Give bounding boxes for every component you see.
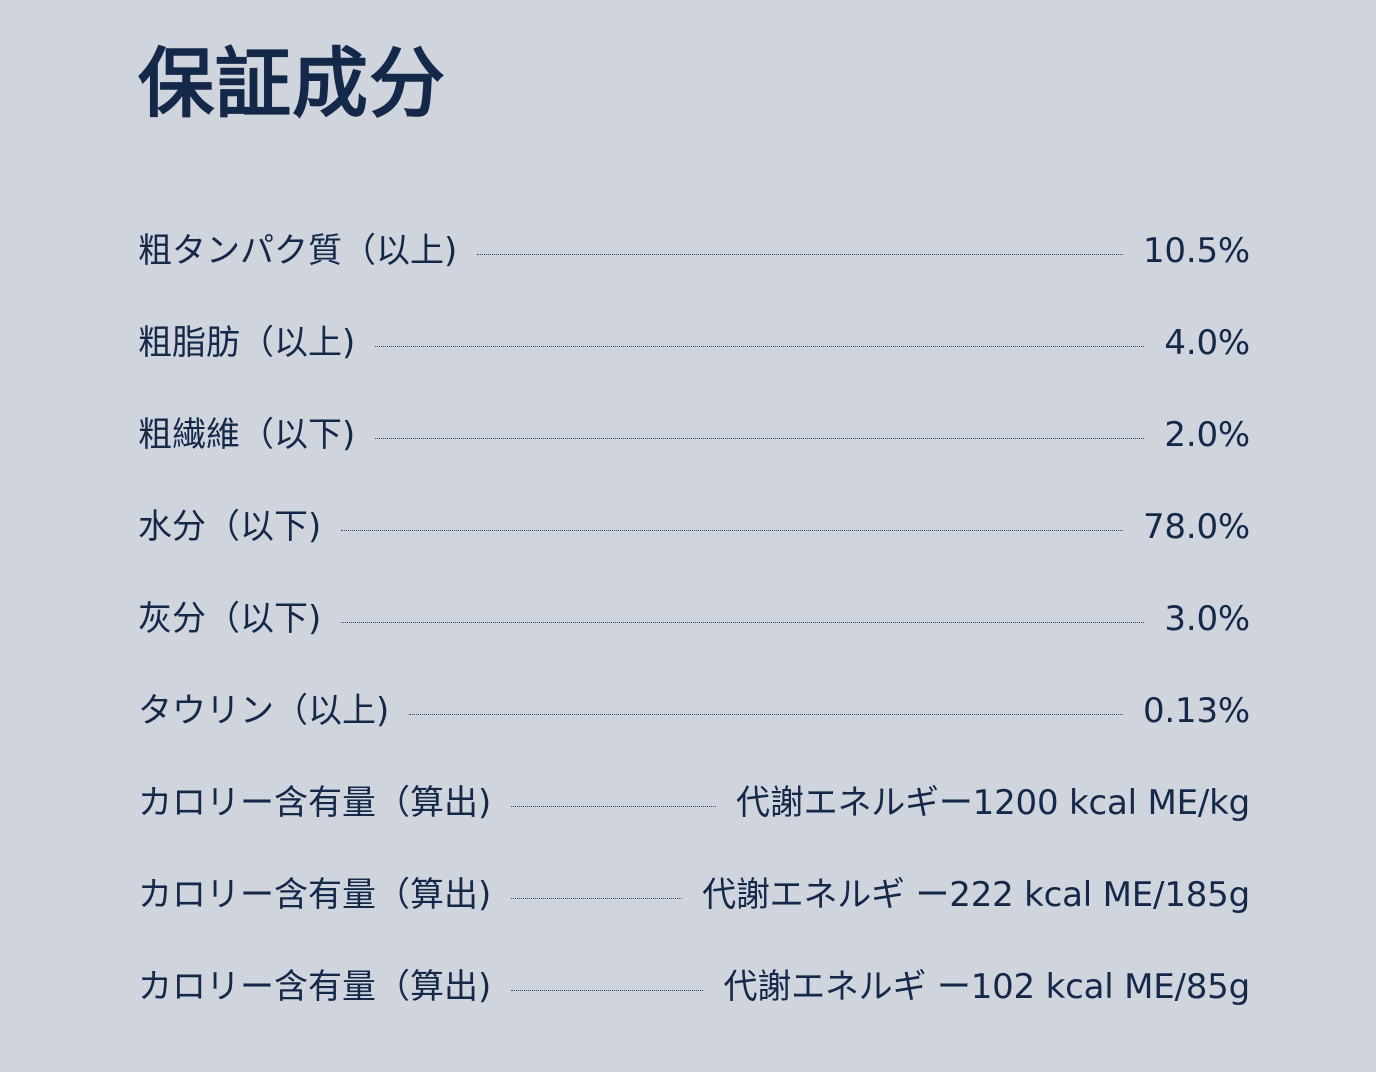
guaranteed-analysis-list: 粗タンパク質（以上) 10.5% 粗脂肪（以上) 4.0% 粗繊維（以下) 2.…: [138, 205, 1250, 1033]
spec-value: 2.0%: [1164, 415, 1250, 455]
dotted-leader: [511, 989, 704, 991]
dotted-leader: [341, 621, 1145, 623]
dotted-leader: [375, 437, 1145, 439]
spec-value: 代謝エネルギー1200 kcal ME/kg: [736, 783, 1250, 823]
spec-value: 代謝エネルギ ー222 kcal ME/185g: [702, 875, 1250, 915]
dotted-leader: [409, 713, 1123, 715]
spec-value: 78.0%: [1142, 507, 1250, 547]
spec-label: 粗脂肪（以上): [138, 323, 356, 363]
spec-row: カロリー含有量（算出) 代謝エネルギ ー222 kcal ME/185g: [138, 849, 1250, 941]
spec-value: 3.0%: [1164, 599, 1250, 639]
spec-label: カロリー含有量（算出): [138, 967, 492, 1007]
spec-row: カロリー含有量（算出) 代謝エネルギ ー102 kcal ME/85g: [138, 941, 1250, 1033]
spec-row: 粗脂肪（以上) 4.0%: [138, 297, 1250, 389]
spec-value: 4.0%: [1164, 323, 1250, 363]
spec-row: 灰分（以下) 3.0%: [138, 573, 1250, 665]
spec-value: 10.5%: [1142, 231, 1250, 271]
spec-label: カロリー含有量（算出): [138, 875, 492, 915]
dotted-leader: [511, 897, 683, 899]
spec-label: 粗繊維（以下): [138, 415, 356, 455]
spec-row: 水分（以下) 78.0%: [138, 481, 1250, 573]
dotted-leader: [477, 253, 1123, 255]
dotted-leader: [341, 529, 1123, 531]
spec-value: 代謝エネルギ ー102 kcal ME/85g: [723, 967, 1250, 1007]
spec-row: 粗繊維（以下) 2.0%: [138, 389, 1250, 481]
page-title: 保証成分: [138, 39, 446, 128]
dotted-leader: [375, 345, 1145, 347]
spec-label: 灰分（以下): [138, 599, 322, 639]
dotted-leader: [511, 805, 717, 807]
spec-label: 粗タンパク質（以上): [138, 231, 458, 271]
spec-value: 0.13%: [1142, 691, 1250, 731]
spec-label: 水分（以下): [138, 507, 322, 547]
spec-label: カロリー含有量（算出): [138, 783, 492, 823]
spec-row: カロリー含有量（算出) 代謝エネルギー1200 kcal ME/kg: [138, 757, 1250, 849]
spec-label: タウリン（以上): [138, 691, 390, 731]
spec-row: 粗タンパク質（以上) 10.5%: [138, 205, 1250, 297]
spec-row: タウリン（以上) 0.13%: [138, 665, 1250, 757]
